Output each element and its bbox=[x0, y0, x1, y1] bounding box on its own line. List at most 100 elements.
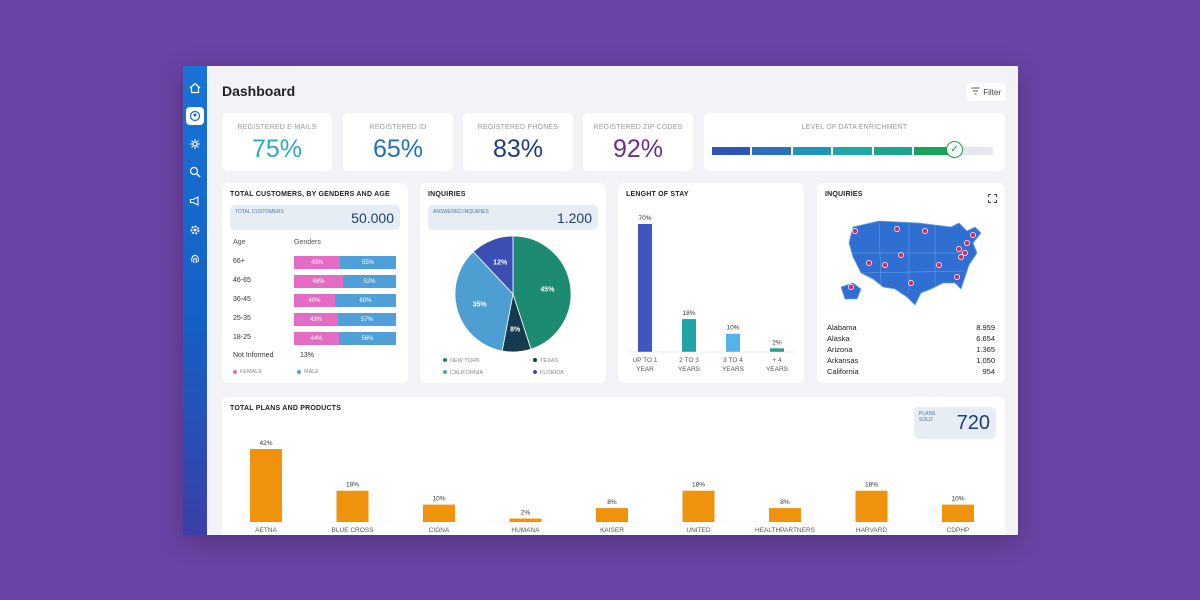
age-label: 36-45 bbox=[233, 296, 251, 303]
stat-value: 720 bbox=[956, 412, 990, 434]
bar-value-label: 18% bbox=[346, 482, 359, 489]
kpi-label: REGISTERED ID bbox=[369, 124, 427, 131]
enrichment-label: LEVEL OF DATA ENRICHMENT bbox=[801, 124, 908, 131]
category-label: 2 TO 3 bbox=[679, 357, 699, 364]
network-icon[interactable] bbox=[187, 136, 203, 152]
male-bar: 56% bbox=[339, 332, 396, 345]
plan-bar bbox=[596, 508, 628, 522]
legend-label: MALE bbox=[304, 369, 319, 375]
category-label: UP TO 1 bbox=[633, 357, 658, 364]
legend-label: FLORIDA bbox=[540, 370, 564, 376]
state-value: 1.050 bbox=[976, 356, 995, 365]
us-map bbox=[840, 220, 982, 306]
enrichment-segment bbox=[792, 147, 832, 155]
age-label: 25-35 bbox=[233, 315, 251, 322]
plans-sold-box: PLANS SOLD 720 bbox=[914, 407, 996, 439]
kpi-label: REGISTERED PHONES bbox=[477, 124, 559, 131]
state-value: 954 bbox=[982, 367, 995, 376]
card-title: LENGHT OF STAY bbox=[626, 191, 689, 198]
female-bar: 48% bbox=[294, 275, 343, 288]
bar-value-label: 70% bbox=[638, 215, 651, 222]
stat-value: 50.000 bbox=[351, 210, 394, 226]
bar-value-label: 10% bbox=[726, 325, 739, 332]
stay-bar bbox=[682, 319, 696, 352]
bar-value-label: 2% bbox=[772, 339, 782, 346]
bar-value-label: 18% bbox=[682, 310, 695, 317]
kpi-card-zip-codes: REGISTERED ZIP CODES 92% bbox=[583, 113, 693, 171]
sidebar bbox=[183, 66, 207, 535]
plan-bar bbox=[942, 504, 974, 522]
enrichment-segment bbox=[833, 147, 872, 155]
state-row: Alaska 6.654 bbox=[827, 334, 995, 344]
category-label: CDPHP bbox=[947, 527, 970, 534]
category-label: AETNA bbox=[255, 527, 277, 534]
category-label: CIGNA bbox=[429, 527, 450, 534]
kpi-label: REGISTERED ZIP CODES bbox=[593, 124, 683, 131]
not-informed-label: Not Informed bbox=[233, 352, 274, 359]
customers-card: TOTAL CUSTOMERS, BY GENDERS AND AGE TOTA… bbox=[222, 183, 408, 383]
female-bar: 44% bbox=[294, 332, 339, 345]
pie-slice bbox=[472, 235, 514, 296]
category-label: HARVARD bbox=[856, 527, 887, 534]
card-title: INQUIRIES bbox=[825, 191, 863, 198]
state-value: 1.365 bbox=[976, 345, 995, 354]
female-bar: 40% bbox=[294, 294, 335, 307]
bar-value-label: 18% bbox=[865, 482, 878, 489]
kpi-card-id: REGISTERED ID 65% bbox=[343, 113, 453, 171]
kpi-value: 65% bbox=[372, 135, 424, 163]
stat-value: 1.200 bbox=[556, 210, 592, 226]
search-analytics-icon[interactable] bbox=[187, 164, 203, 180]
category-label: YEAR bbox=[636, 366, 654, 373]
pie-slice-label: 45% bbox=[540, 287, 555, 294]
plan-bar bbox=[509, 518, 542, 522]
length-of-stay-card: LENGHT OF STAY 70% UP TO 1 YEAR 18% 2 TO 3 YE… bbox=[618, 183, 804, 383]
legend-female: FEMALE bbox=[233, 369, 262, 375]
age-label: 18-25 bbox=[233, 334, 251, 341]
state-name: Arizona bbox=[827, 345, 853, 354]
category-label: HEALTHPARTNERS bbox=[755, 527, 816, 534]
bar-value-label: 2% bbox=[521, 510, 531, 517]
pie-slice bbox=[512, 235, 572, 350]
plan-bar bbox=[855, 490, 888, 522]
profile-icon[interactable] bbox=[186, 107, 204, 125]
male-bar: 55% bbox=[340, 256, 396, 269]
male-bar: 52% bbox=[343, 275, 396, 288]
filter-button[interactable]: Filter bbox=[966, 83, 1006, 101]
enrichment-segment bbox=[914, 147, 953, 155]
filter-icon bbox=[971, 87, 980, 97]
plan-bar bbox=[769, 508, 801, 522]
legend-label: NEW YORK bbox=[450, 358, 480, 364]
stay-bar bbox=[770, 348, 784, 352]
state-row: Arkansas 1.050 bbox=[827, 356, 995, 366]
category-label: UNITED bbox=[686, 527, 711, 534]
expand-icon[interactable] bbox=[988, 190, 997, 203]
pie-slice-label: 35% bbox=[473, 302, 488, 309]
stat-label: PLANS SOLD bbox=[919, 411, 936, 423]
kpi-card-phones: REGISTERED PHONES 83% bbox=[463, 113, 573, 171]
home-icon[interactable] bbox=[187, 80, 203, 96]
plan-bar bbox=[682, 490, 715, 522]
kpi-card-emails: REGISTERED E-MAILS 75% bbox=[222, 113, 332, 171]
category-label: 3 TO 4 bbox=[723, 357, 743, 364]
map-card: INQUIRIES Alabama 8.959 Alaska 6.654 Arizona… bbox=[817, 183, 1005, 383]
fingerprint-icon[interactable] bbox=[187, 251, 203, 267]
pie-slice-label: 12% bbox=[493, 260, 508, 267]
inquiries-card: INQUIRIES ANSWERED INQUIRIES 1.200 45% 8%… bbox=[420, 183, 606, 383]
state-name: Arkansas bbox=[827, 356, 859, 365]
answered-inquiries-box: ANSWERED INQUIRIES 1.200 bbox=[428, 205, 598, 230]
genders-header: Genders bbox=[294, 239, 321, 246]
enrichment-progress-bar bbox=[712, 147, 995, 155]
legend-male: MALE bbox=[297, 369, 319, 375]
megaphone-icon[interactable] bbox=[187, 193, 203, 209]
state-row: Arizona 1.365 bbox=[827, 345, 995, 355]
settings-icon[interactable] bbox=[187, 222, 203, 238]
category-label: YEARS bbox=[678, 366, 701, 373]
state-name: Alaska bbox=[827, 334, 850, 343]
female-bar: 45% bbox=[294, 256, 340, 269]
enrichment-segment bbox=[873, 147, 913, 155]
male-bar: 60% bbox=[335, 294, 396, 307]
bar-value-label: 10% bbox=[432, 496, 445, 503]
state-value: 8.959 bbox=[976, 323, 995, 332]
category-label: + 4 bbox=[772, 357, 782, 364]
length-of-stay-chart: 70% UP TO 1 YEAR 18% 2 TO 3 YEARS 10% 3 TO 4 YEA… bbox=[628, 215, 796, 373]
